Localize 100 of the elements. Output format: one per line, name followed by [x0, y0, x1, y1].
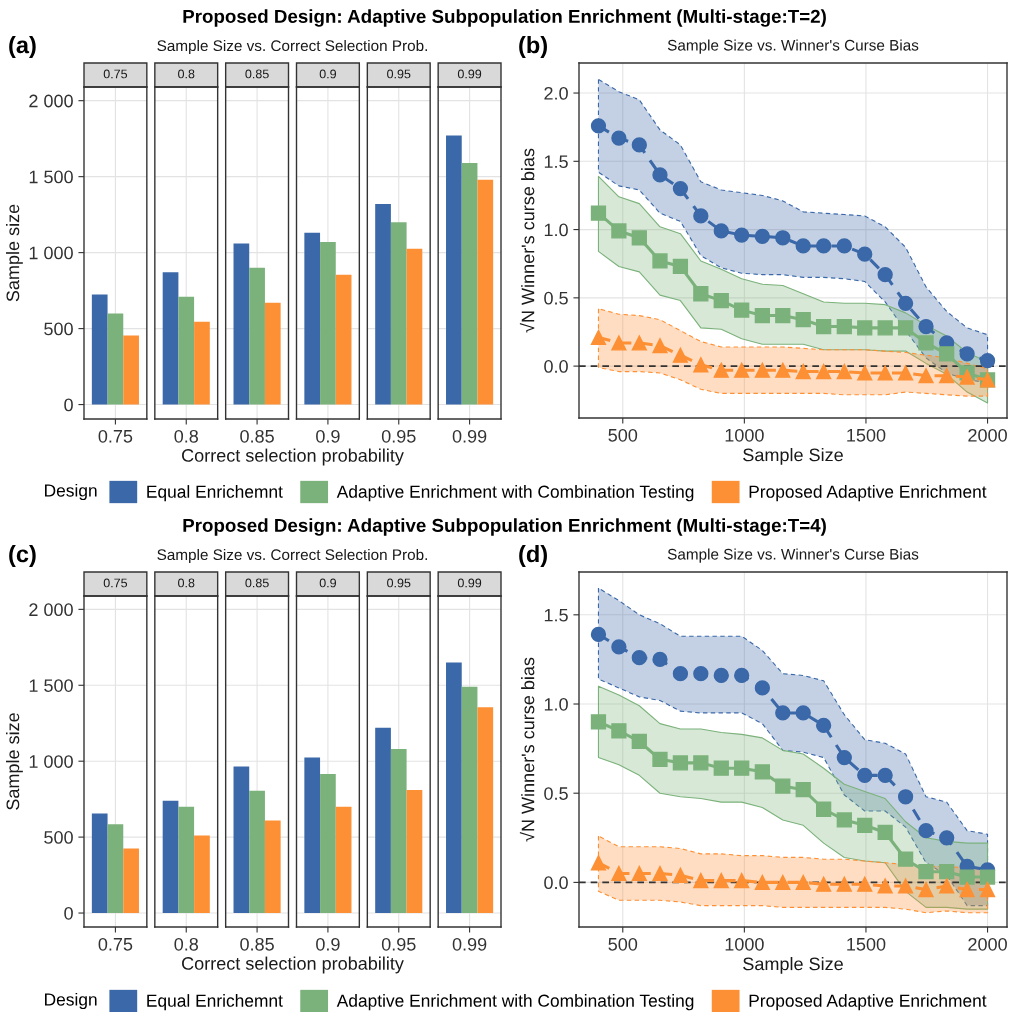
- point: [877, 878, 893, 894]
- bar: [194, 321, 210, 405]
- y-tick-label: 1 000: [29, 755, 73, 768]
- x-tick-label: 0.99: [452, 937, 487, 951]
- x-axis-title: Correct selection probability: [182, 448, 404, 466]
- bar: [162, 800, 179, 914]
- point: [775, 778, 791, 794]
- category-label: 0.95: [387, 69, 411, 79]
- y-tick-label: 500: [44, 322, 73, 336]
- point: [816, 238, 832, 254]
- category-label: 0.99: [457, 69, 482, 79]
- category-label: 0.85: [245, 578, 269, 588]
- point: [857, 246, 873, 262]
- text: Proposed Design: Adaptive Subpopulation Enrichment (Multi-stage:T=4): [183, 518, 826, 536]
- point: [652, 167, 668, 183]
- bar: [107, 824, 124, 914]
- point: [693, 666, 709, 682]
- bar: [304, 232, 321, 405]
- point: [795, 312, 811, 328]
- point: [959, 869, 975, 885]
- point: [918, 318, 934, 335]
- category-label: 0.95: [387, 578, 411, 588]
- point: [672, 258, 689, 275]
- point: [713, 872, 729, 889]
- point: [590, 855, 607, 871]
- y-tick-label: 0: [64, 906, 73, 920]
- point: [857, 817, 873, 833]
- y-tick-label: 0: [64, 398, 73, 412]
- point: [713, 667, 729, 684]
- bar: [194, 835, 210, 914]
- point: [918, 368, 934, 384]
- point: [693, 755, 709, 771]
- legend-label: Proposed Adaptive Enrichment: [749, 485, 987, 502]
- bar: [123, 848, 139, 914]
- point: [816, 876, 832, 892]
- x-tick-label: 0.75: [98, 429, 133, 443]
- y-tick-label: 500: [44, 831, 73, 844]
- y-tick-label: 1.5: [544, 608, 568, 622]
- bar: [320, 774, 336, 914]
- x-tick-label: 1000: [725, 937, 764, 951]
- x-tick-label: 0.95: [381, 429, 416, 443]
- x-tick-label: 0.8: [174, 937, 199, 951]
- category-label: 0.8: [178, 578, 195, 588]
- point: [631, 733, 647, 750]
- y-tick-label: 0.5: [544, 291, 568, 305]
- y-tick-label: 2.0: [544, 86, 568, 100]
- point: [611, 335, 627, 351]
- point: [734, 872, 750, 889]
- point: [939, 878, 955, 894]
- point: [631, 230, 647, 246]
- point: [734, 302, 750, 318]
- point: [590, 329, 607, 346]
- point: [754, 874, 770, 891]
- bar: [406, 248, 423, 405]
- x-axis-title: Sample Size: [743, 448, 843, 465]
- y-tick-label: 2 000: [29, 603, 73, 617]
- point: [775, 307, 791, 324]
- point: [775, 705, 791, 721]
- point: [754, 362, 770, 378]
- point: [693, 208, 709, 224]
- point: [713, 223, 729, 239]
- x-tick-label: 0.99: [452, 429, 487, 443]
- bar: [91, 294, 108, 405]
- x-tick-label: 0.75: [98, 937, 133, 951]
- bar: [320, 241, 336, 405]
- bar: [233, 766, 250, 914]
- bar: [477, 179, 494, 405]
- point: [672, 666, 689, 682]
- x-tick-label: 1500: [847, 428, 886, 442]
- x-axis-title: Correct selection probability: [182, 956, 404, 974]
- text: (b): [519, 36, 547, 58]
- chart-title: Sample Size vs. Winner's Curse Bias: [667, 548, 919, 563]
- point: [652, 651, 668, 668]
- bar: [390, 749, 407, 914]
- point: [857, 320, 873, 336]
- point: [672, 347, 689, 363]
- point: [959, 881, 975, 898]
- point: [897, 789, 914, 805]
- y-tick-label: 0.0: [544, 360, 568, 373]
- point: [693, 286, 709, 302]
- point: [918, 881, 934, 898]
- x-tick-label: 1000: [725, 428, 764, 442]
- legend-title: Design: [45, 992, 97, 1010]
- y-axis-title: √N Winner's curse bias: [519, 148, 535, 333]
- point: [979, 353, 996, 369]
- point: [836, 363, 852, 380]
- point: [877, 320, 893, 336]
- x-tick-label: 500: [608, 428, 638, 442]
- chart-title: Sample Size vs. Correct Selection Prob.: [157, 548, 427, 564]
- point: [590, 714, 607, 730]
- text: Proposed Design: Adaptive Subpopulation Enrichment (Multi-stage:T=2): [183, 9, 826, 27]
- bar: [264, 820, 281, 914]
- x-tick-label: 0.9: [316, 429, 340, 443]
- point: [959, 346, 975, 362]
- point: [775, 230, 791, 246]
- chart-title: Sample Size vs. Winner's Curse Bias: [667, 39, 919, 54]
- point: [897, 365, 914, 381]
- bar: [461, 686, 478, 914]
- point: [672, 755, 689, 771]
- legend-title: Design: [45, 483, 97, 501]
